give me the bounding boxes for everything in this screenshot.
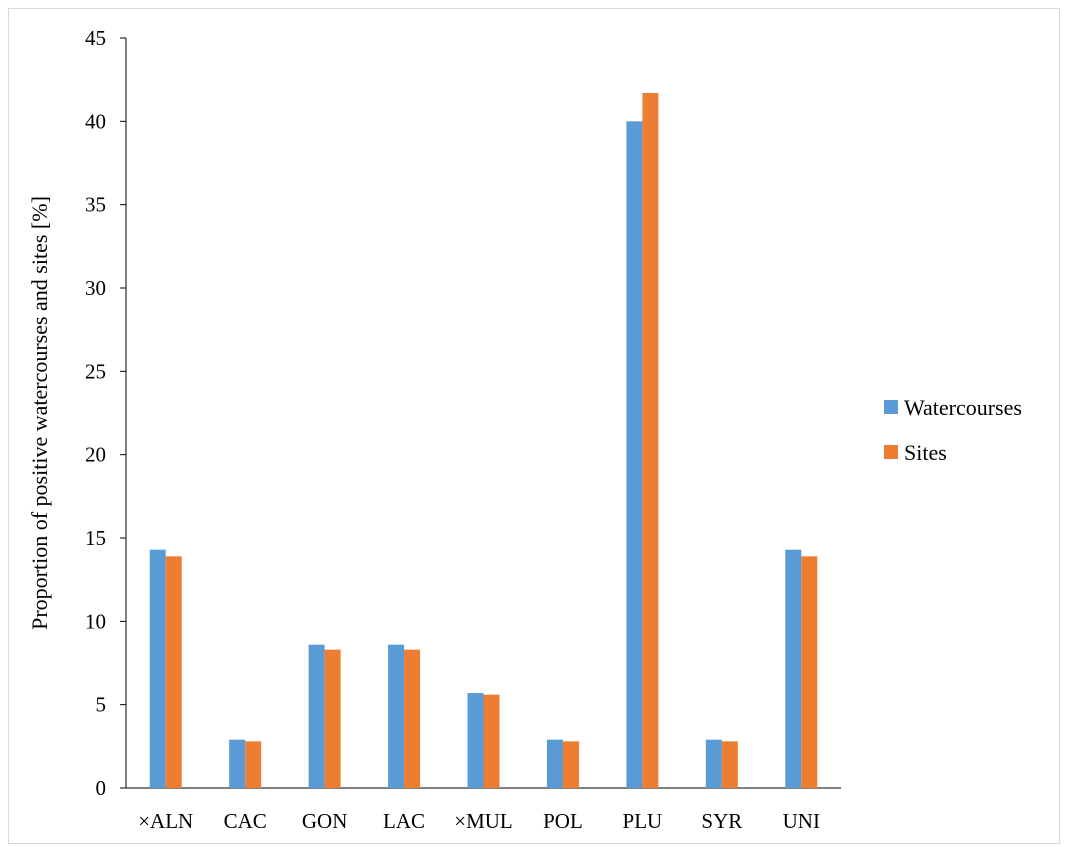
bar-watercourses-6 [626,121,643,789]
x-tick-label: GON [302,809,348,833]
y-tick-label: 30 [85,276,106,300]
bar-watercourses-7 [705,739,722,788]
x-tick-label: SYR [701,809,742,833]
bar-sites-5 [562,741,579,788]
chart-frame [8,8,1060,844]
bar-sites-3 [404,649,421,788]
bar-watercourses-2 [308,644,325,788]
bar-sites-0 [165,556,182,788]
bar-watercourses-5 [546,739,563,788]
legend-label-sites: Sites [904,440,947,465]
y-tick-label: 45 [85,26,106,50]
y-tick-label: 15 [85,526,106,550]
bar-sites-1 [245,741,262,788]
y-axis-title: Proportion of positive watercourses and … [27,196,52,630]
x-tick-label: POL [543,809,583,833]
y-axis: 0 5 10 15 20 25 30 35 40 45 [85,26,127,800]
y-tick-label: 20 [85,443,106,467]
bar-sites-6 [642,93,659,788]
bars [149,93,818,789]
y-tick-label: 40 [85,109,106,133]
y-tick-label: 25 [85,359,106,383]
x-tick-label: PLU [623,809,663,833]
bar-sites-7 [721,741,738,788]
legend: Watercourses Sites [884,395,1022,465]
legend-swatch-sites [884,445,898,459]
y-tick-label: 5 [96,693,107,717]
x-tick-label: ×MUL [454,809,513,833]
y-tick-label: 10 [85,609,106,633]
x-tick-label: LAC [383,809,425,833]
bar-sites-4 [483,694,500,788]
bar-sites-2 [324,649,341,788]
x-tick-label: CAC [224,809,267,833]
bar-sites-8 [801,556,818,788]
bar-watercourses-3 [388,644,405,788]
legend-label-watercourses: Watercourses [904,395,1022,420]
bar-watercourses-1 [229,739,246,788]
x-tick-label: ×ALN [138,809,193,833]
bar-watercourses-8 [785,549,802,788]
legend-swatch-watercourses [884,400,898,414]
bar-watercourses-4 [467,693,484,788]
y-tick-label: 0 [96,776,107,800]
y-tick-label: 35 [85,193,106,217]
x-tick-label: UNI [783,809,820,833]
bar-watercourses-0 [149,549,166,788]
x-axis: ×ALN CAC GON LAC ×MUL POL PLU SYR UNI [126,787,841,833]
